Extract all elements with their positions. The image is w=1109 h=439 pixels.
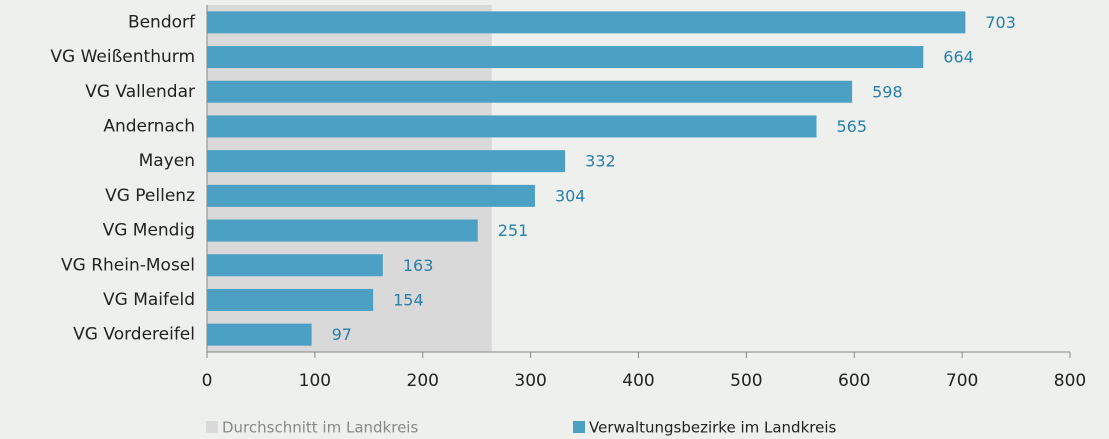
value-label: 163 [403,256,434,275]
bar [207,11,966,34]
y-tick-label: VG Vallendar [85,82,195,102]
y-tick-label: VG Rhein-Mosel [61,255,195,275]
y-tick-label: VG Weißenthurm [50,47,195,67]
y-tick-label: VG Pellenz [105,186,195,206]
legend-swatch [206,421,218,433]
x-tick-label: 200 [407,371,439,391]
x-tick-label: 100 [299,371,331,391]
value-label: 703 [985,13,1016,32]
y-tick-label: VG Mendig [103,221,195,241]
x-tick-label: 400 [622,371,654,391]
value-label: 332 [585,152,616,171]
y-tick-label: VG Vordereifel [73,325,195,345]
x-tick-label: 500 [730,371,762,391]
value-label: 565 [836,117,867,136]
legend-label: Verwaltungsbezirke im Landkreis [589,419,837,437]
bar [207,150,566,173]
value-label: 598 [872,82,903,101]
bar [207,254,383,277]
bar [207,80,853,103]
bar [207,184,535,207]
bar [207,219,478,242]
value-label: 97 [332,325,352,344]
x-tick-label: 800 [1054,371,1086,391]
value-label: 304 [555,186,586,205]
y-tick-label: Mayen [139,151,195,171]
legend-swatch [573,421,585,433]
x-tick-label: 700 [946,371,978,391]
legend-label: Durchschnitt im Landkreis [222,419,418,437]
y-tick-label: Andernach [103,116,195,136]
x-tick-label: 600 [838,371,870,391]
bar [207,323,312,346]
value-label: 664 [943,48,974,67]
bar [207,46,924,69]
value-label: 154 [393,290,424,309]
bar [207,115,817,138]
y-tick-label: Bendorf [128,12,196,32]
x-tick-label: 0 [202,371,213,391]
y-tick-label: VG Maifeld [103,290,195,310]
x-tick-label: 300 [514,371,546,391]
value-label: 251 [498,221,529,240]
bar [207,288,374,311]
